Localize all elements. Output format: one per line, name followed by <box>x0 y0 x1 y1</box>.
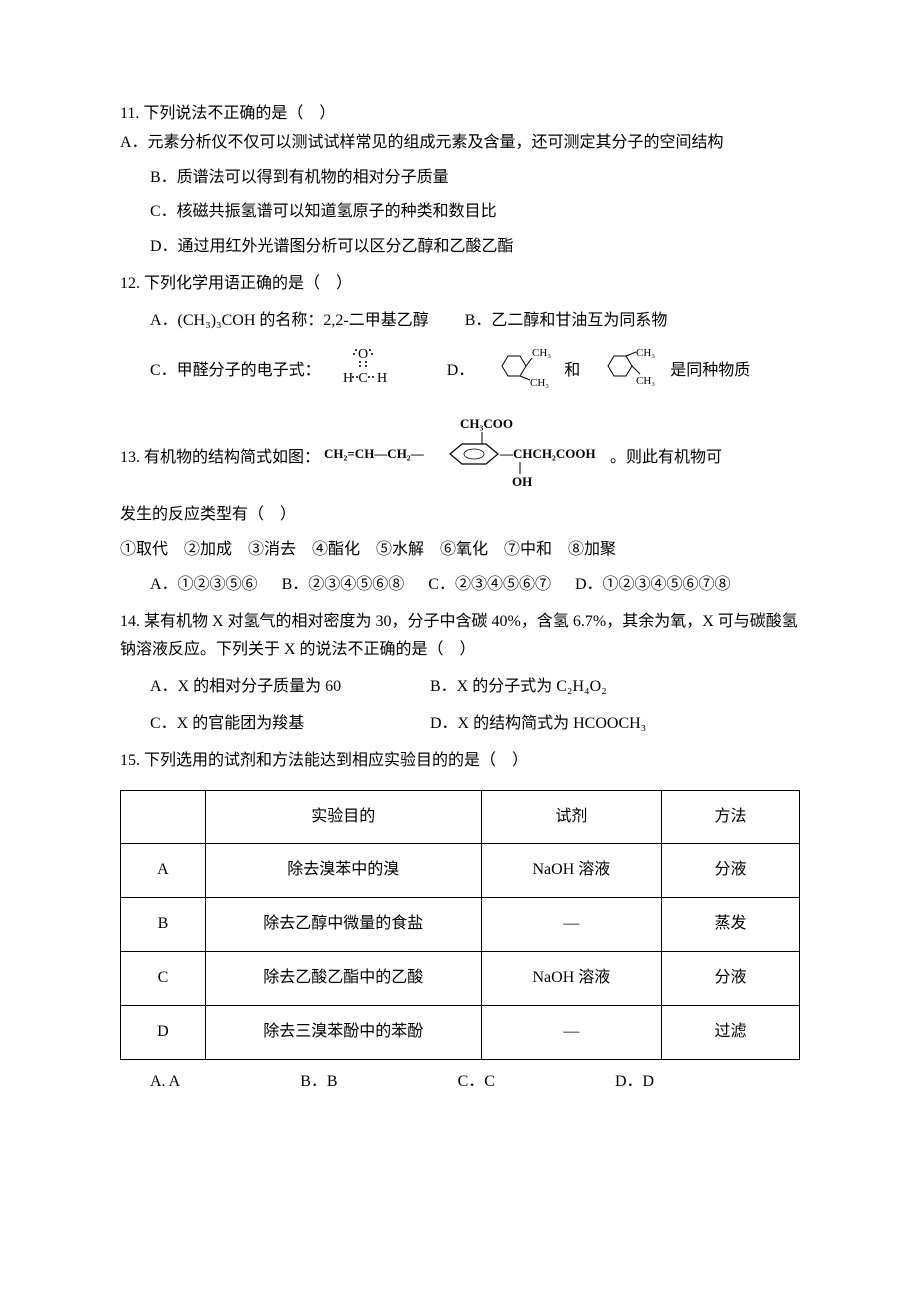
q14-option-d: D．X 的结构简式为 HCOOCH₃ <box>430 710 646 739</box>
cell: NaOH 溶液 <box>481 844 661 898</box>
svg-text:C: C <box>358 371 367 386</box>
svg-text:O: O <box>358 347 368 362</box>
q12-option-d-pre: D． <box>447 357 475 386</box>
q13-option-b: B．②③④⑤⑥⑧ <box>282 576 405 593</box>
cell: — <box>481 1005 661 1059</box>
q11-option-d: D．通过用红外光谱图分析可以区分乙醇和乙酸乙酯 <box>120 233 800 262</box>
cell: 除去三溴苯酚中的苯酚 <box>205 1005 481 1059</box>
q13-structure-icon: CH₃COO CH₂=CH—CH₂— —CHCH₂COOH OH <box>320 416 610 501</box>
cell: 蒸发 <box>662 898 800 952</box>
svg-text:CH₃: CH₃ <box>530 377 549 388</box>
table-row: D 除去三溴苯酚中的苯酚 — 过滤 <box>121 1005 800 1059</box>
svg-text:CH₃: CH₃ <box>636 375 655 387</box>
q15-table: 实验目的 试剂 方法 A 除去溴苯中的溴 NaOH 溶液 分液 B 除去乙醇中微… <box>120 790 800 1060</box>
q12-stem: 12. 下列化学用语正确的是（ ） <box>120 270 800 299</box>
formaldehyde-lewis-icon: O H C H <box>333 344 393 399</box>
q12-option-d-post: 是同种物质 <box>670 357 750 386</box>
svg-text:CH₃: CH₃ <box>532 347 551 359</box>
q13-stem-pre: 13. 有机物的结构简式如图： <box>120 444 320 473</box>
svg-text:CH₂=CH—CH₂—: CH₂=CH—CH₂— <box>324 446 425 461</box>
q12-option-c-text: C．甲醛分子的电子式： <box>150 357 321 386</box>
q12-option-b: B．乙二醇和甘油互为同系物 <box>465 307 668 336</box>
q11-option-b: B．质谱法可以得到有机物的相对分子质量 <box>120 164 800 193</box>
cell: C <box>121 951 206 1005</box>
cell: B <box>121 898 206 952</box>
cell: — <box>481 898 661 952</box>
q11-option-c: C．核磁共振氢谱可以知道氢原子的种类和数目比 <box>120 198 800 227</box>
question-15: 15. 下列选用的试剂和方法能达到相应实验目的的是（ ） 实验目的 试剂 方法 … <box>120 747 800 1097</box>
th-blank <box>121 790 206 844</box>
table-header-row: 实验目的 试剂 方法 <box>121 790 800 844</box>
cell: A <box>121 844 206 898</box>
cell: D <box>121 1005 206 1059</box>
cell: 分液 <box>662 844 800 898</box>
q14-option-c: C．X 的官能团为羧基 <box>150 710 430 739</box>
q12-option-d-mid: 和 <box>564 357 580 386</box>
xylene-1-icon: CH₃ CH₃ <box>486 344 552 399</box>
q15-ans-a: A. A <box>150 1068 180 1097</box>
q13-option-c: C．②③④⑤⑥⑦ <box>428 576 551 593</box>
th-purpose: 实验目的 <box>205 790 481 844</box>
cell: 除去溴苯中的溴 <box>205 844 481 898</box>
question-13: 13. 有机物的结构简式如图： CH₃COO CH₂=CH—CH₂— —CHCH… <box>120 416 800 599</box>
svg-text:H: H <box>377 371 387 386</box>
cell: NaOH 溶液 <box>481 951 661 1005</box>
q15-ans-d: D．D <box>615 1068 654 1097</box>
cell: 分液 <box>662 951 800 1005</box>
cell: 除去乙醇中微量的食盐 <box>205 898 481 952</box>
question-12: 12. 下列化学用语正确的是（ ） A．(CH₃)₃COH 的名称：2,2-二甲… <box>120 270 800 398</box>
svg-text:CH₃: CH₃ <box>636 347 655 359</box>
q13-stem-post: 。则此有机物可 <box>610 444 722 473</box>
question-11: 11. 下列说法不正确的是（ ） A．元素分析仪不仅可以测试试样常见的组成元素及… <box>120 100 800 262</box>
svg-text:CH₃COO: CH₃COO <box>460 416 513 431</box>
table-row: C 除去乙酸乙酯中的乙酸 NaOH 溶液 分液 <box>121 951 800 1005</box>
q15-stem: 15. 下列选用的试剂和方法能达到相应实验目的的是（ ） <box>120 747 800 776</box>
svg-text:OH: OH <box>512 474 532 489</box>
q12-option-a: A．(CH₃)₃COH 的名称：2,2-二甲基乙醇 <box>150 307 429 336</box>
q13-option-a: A．①②③⑤⑥ <box>150 576 258 593</box>
xylene-2-icon: CH₃ CH₃ <box>592 344 658 399</box>
th-reagent: 试剂 <box>481 790 661 844</box>
svg-text:—CHCH₂COOH: —CHCH₂COOH <box>499 446 596 461</box>
th-method: 方法 <box>662 790 800 844</box>
cell: 过滤 <box>662 1005 800 1059</box>
q13-option-d: D．①②③④⑤⑥⑦⑧ <box>575 576 731 593</box>
q11-option-a: A．元素分析仪不仅可以测试试样常见的组成元素及含量，还可测定其分子的空间结构 <box>120 129 800 158</box>
q14-option-a: A．X 的相对分子质量为 60 <box>150 673 430 702</box>
table-row: B 除去乙醇中微量的食盐 — 蒸发 <box>121 898 800 952</box>
q15-ans-b: B．B <box>300 1068 337 1097</box>
q15-ans-c: C．C <box>458 1068 495 1097</box>
table-row: A 除去溴苯中的溴 NaOH 溶液 分液 <box>121 844 800 898</box>
q13-line2: 发生的反应类型有（ ） <box>120 501 800 530</box>
q13-operations: ①取代 ②加成 ③消去 ④酯化 ⑤水解 ⑥氧化 ⑦中和 ⑧加聚 <box>120 536 800 565</box>
q14-option-b: B．X 的分子式为 C₂H₄O₂ <box>430 673 607 702</box>
cell: 除去乙酸乙酯中的乙酸 <box>205 951 481 1005</box>
question-14: 14. 某有机物 X 对氢气的相对密度为 30，分子中含碳 40%，含氢 6.7… <box>120 608 800 739</box>
q11-stem: 11. 下列说法不正确的是（ ） <box>120 100 800 129</box>
q14-stem: 14. 某有机物 X 对氢气的相对密度为 30，分子中含碳 40%，含氢 6.7… <box>120 608 800 666</box>
svg-text:H: H <box>343 371 353 386</box>
